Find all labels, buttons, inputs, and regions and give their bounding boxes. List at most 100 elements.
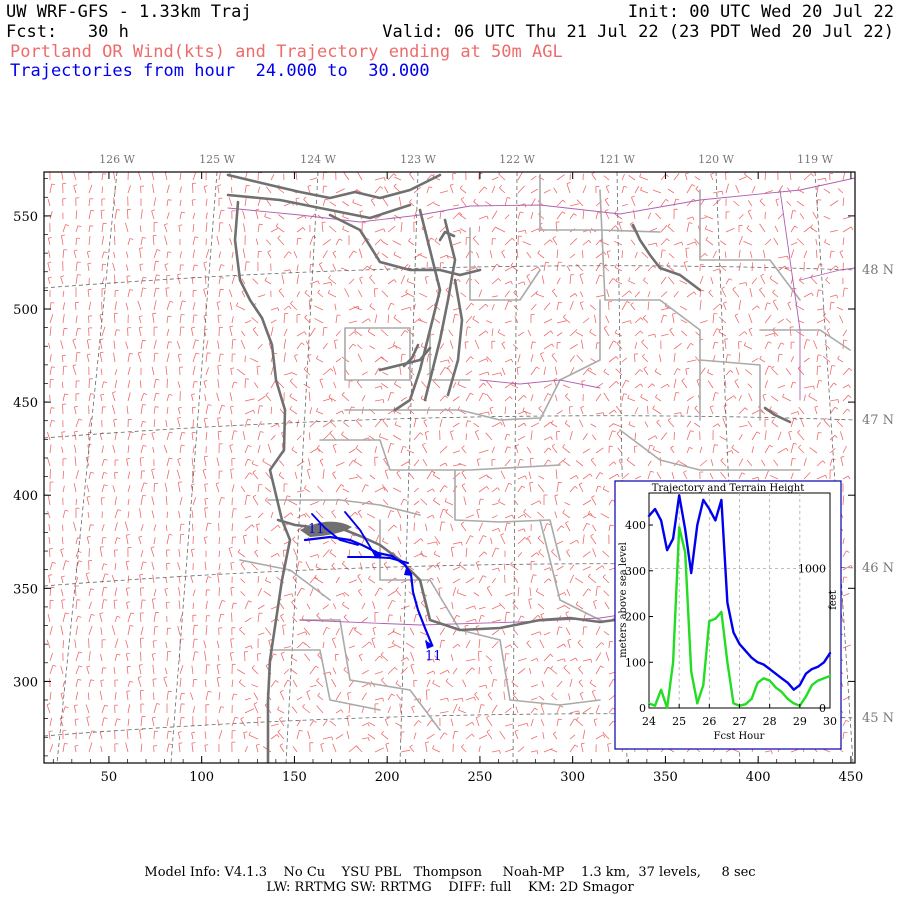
wind-barb-flag (562, 457, 566, 462)
wind-barb-flag (126, 601, 130, 603)
wind-barb (686, 343, 691, 350)
wind-barb (387, 614, 390, 623)
wind-barb-flag (307, 354, 312, 356)
wind-barb (125, 302, 129, 311)
wind-barb-flag (297, 237, 302, 240)
wind-barb-flag (155, 392, 160, 395)
wind-barb-flag (352, 534, 356, 537)
wind-barb-flag (126, 534, 130, 536)
wind-barb-flag (380, 385, 383, 390)
wind-barb-flag (77, 679, 82, 681)
wind-barb (810, 227, 818, 233)
wind-barb-flag (495, 547, 500, 550)
wind-barb-flag (845, 719, 850, 723)
wind-barb (218, 536, 221, 545)
wind-barb (673, 342, 682, 350)
wind-barb (530, 211, 534, 220)
wind-barb (530, 422, 540, 428)
wind-barb-flag (640, 383, 644, 388)
wind-barb (530, 292, 537, 298)
wind-barb-flag (540, 352, 544, 355)
wind-barb-flag (433, 550, 436, 555)
wind-barb-flag (116, 209, 121, 211)
wind-barb (179, 251, 182, 259)
wind-barb (707, 380, 714, 389)
wind-barb (192, 352, 197, 363)
wind-barb (537, 537, 545, 545)
wind-barb (465, 605, 475, 610)
wind-barb (475, 717, 480, 727)
wind-barb (738, 395, 742, 402)
wind-barb-flag (507, 197, 511, 199)
wind-barb (423, 421, 428, 428)
wind-barb (840, 457, 844, 467)
wind-barb (474, 279, 480, 285)
wind-barb (566, 183, 571, 194)
wind-barb (335, 576, 340, 584)
wind-barb-flag (357, 573, 361, 577)
wind-barb (192, 706, 196, 714)
wind-barb (127, 511, 130, 519)
county-line (299, 619, 441, 731)
wind-barb (218, 251, 221, 259)
wind-barb-flag (483, 535, 487, 538)
wind-barb (829, 294, 837, 298)
wind-barb (374, 367, 380, 376)
wind-barb (738, 425, 748, 428)
wind-barb (218, 587, 220, 597)
wind-barb (268, 640, 272, 649)
wind-barb (75, 210, 78, 220)
wind-barb (307, 730, 311, 740)
wind-barb-flag (265, 392, 269, 396)
wind-barb (49, 652, 53, 662)
wind-barb-flag (331, 736, 333, 741)
wind-barb (348, 579, 357, 584)
wind-barb-flag (341, 391, 345, 396)
wind-barb (555, 394, 558, 402)
wind-barb-flag (357, 509, 362, 513)
wind-barb (48, 731, 51, 740)
wind-barb-flag (496, 263, 500, 267)
wind-barb (515, 706, 519, 714)
wind-barb (382, 241, 389, 246)
wind-barb (75, 616, 79, 623)
wind-barb (595, 652, 602, 662)
wind-barb (165, 495, 168, 506)
wind-barb (530, 228, 539, 233)
wind-barb (826, 330, 831, 337)
wind-barb (686, 241, 696, 246)
wind-barb (178, 600, 181, 610)
wind-barb (216, 457, 220, 467)
wind-barb-flag (130, 612, 135, 615)
wind-barb (164, 224, 168, 233)
wind-barb-flag (233, 381, 238, 384)
wind-barb (543, 330, 551, 337)
wind-barb-flag (756, 305, 760, 309)
wind-barb-flag (616, 430, 620, 434)
wind-barb-flag (731, 444, 735, 448)
coastline-segment (446, 278, 464, 397)
wind-barb (512, 344, 519, 350)
wind-barb (605, 186, 610, 194)
wind-barb-flag (331, 562, 335, 566)
wind-barb-flag (481, 614, 485, 617)
wind-barb-flag (603, 325, 608, 329)
wind-barb (465, 640, 471, 649)
wind-barb (205, 522, 209, 532)
wind-barb (270, 653, 274, 662)
wind-barb-flag (787, 301, 792, 304)
wind-barb (387, 693, 392, 701)
wind-barb (153, 288, 157, 298)
wind-barb (764, 380, 768, 389)
wind-barb (764, 238, 772, 246)
wind-barb (556, 199, 564, 207)
wind-barb (500, 470, 506, 480)
wind-barb (152, 313, 155, 324)
wind-barb-flag (273, 653, 277, 656)
wind-barb (439, 190, 449, 194)
wind-barb (179, 703, 182, 714)
wind-barb (405, 642, 415, 649)
wind-barb (556, 680, 563, 688)
wind-barb-flag (395, 587, 399, 591)
coastline-segment (402, 343, 420, 368)
